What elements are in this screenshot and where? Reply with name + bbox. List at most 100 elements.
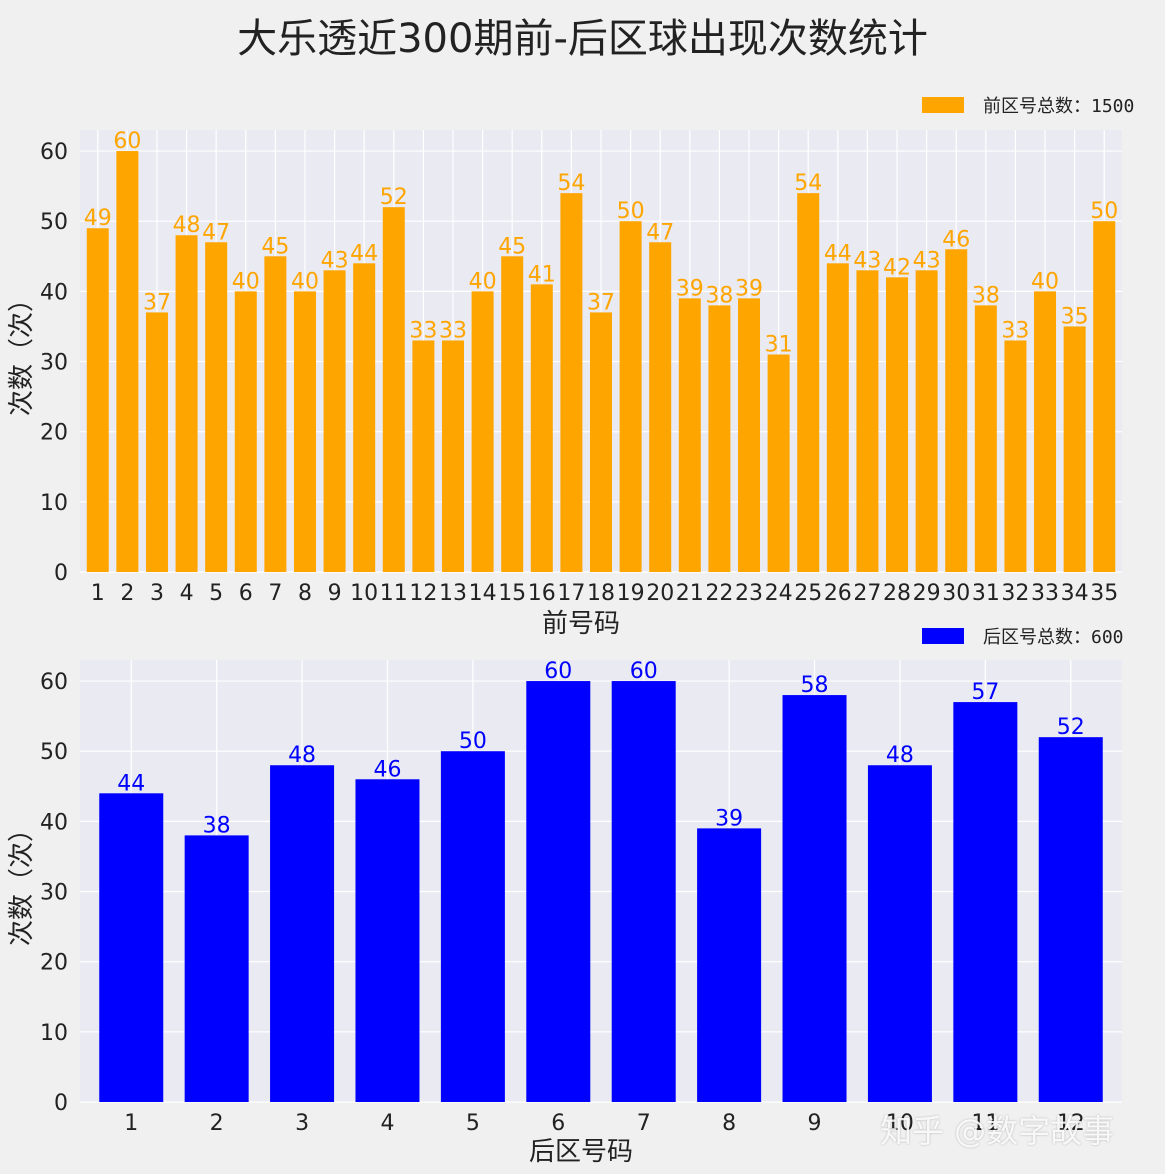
data-label: 39 [676, 276, 704, 301]
data-label: 44 [350, 241, 378, 266]
x-tick-label: 24 [765, 581, 793, 606]
data-label: 39 [735, 276, 763, 301]
bar [530, 284, 553, 572]
bar [323, 270, 346, 572]
x-tick-label: 34 [1061, 581, 1089, 606]
y-tick-label: 60 [40, 140, 68, 165]
legend-swatch [922, 97, 964, 113]
x-tick-label: 22 [705, 581, 733, 606]
data-label: 48 [173, 213, 201, 238]
legend-label: 前区号总数：1500 [983, 96, 1134, 117]
x-tick-label: 4 [380, 1111, 394, 1136]
bar [697, 828, 762, 1102]
data-label: 54 [794, 171, 822, 196]
y-tick-label: 50 [40, 210, 68, 235]
bar [1038, 737, 1103, 1102]
bar [953, 702, 1018, 1102]
x-tick-label: 26 [824, 581, 852, 606]
chart-title: 大乐透近300期前-后区球出现次数统计 [237, 16, 928, 62]
bar [590, 312, 612, 572]
data-label: 40 [469, 269, 497, 294]
bar [886, 277, 909, 572]
data-label: 38 [972, 283, 1000, 308]
bar [526, 681, 591, 1102]
bar [915, 270, 938, 572]
data-label: 43 [853, 248, 881, 273]
data-label: 38 [203, 813, 231, 838]
data-label: 37 [143, 290, 171, 315]
x-tick-label: 14 [469, 581, 497, 606]
x-tick-label: 29 [913, 581, 941, 606]
x-tick-label: 11 [971, 1111, 999, 1136]
y-tick-label: 20 [40, 421, 68, 446]
data-label: 50 [1090, 199, 1118, 224]
data-label: 45 [498, 234, 526, 259]
data-label: 57 [971, 680, 999, 705]
bar [264, 256, 287, 572]
y-tick-label: 10 [40, 1021, 68, 1046]
x-tick-label: 33 [1031, 581, 1059, 606]
y-tick-label: 30 [40, 881, 68, 906]
bar [440, 751, 505, 1102]
bar [649, 242, 672, 572]
x-tick-label: 8 [298, 581, 312, 606]
bar [116, 151, 139, 573]
x-tick-label: 5 [209, 581, 223, 606]
bar [782, 695, 847, 1102]
x-tick-label: 20 [646, 581, 674, 606]
bar [738, 298, 761, 572]
x-axis-label: 后区号码 [529, 1137, 633, 1167]
x-tick-label: 11 [380, 581, 408, 606]
bar [611, 681, 676, 1102]
bar [293, 291, 316, 572]
y-tick-label: 60 [40, 670, 68, 695]
x-tick-label: 12 [1057, 1111, 1085, 1136]
y-tick-label: 40 [40, 810, 68, 835]
x-tick-label: 27 [853, 581, 881, 606]
data-label: 40 [232, 269, 260, 294]
y-tick-label: 50 [40, 740, 68, 765]
bar [145, 312, 168, 572]
x-tick-label: 2 [120, 581, 134, 606]
data-label: 60 [544, 659, 572, 684]
data-label: 33 [1001, 318, 1029, 343]
data-label: 41 [528, 262, 556, 287]
x-tick-label: 15 [498, 581, 526, 606]
bar [1034, 291, 1057, 572]
bar [678, 298, 701, 572]
data-label: 52 [1057, 715, 1085, 740]
x-tick-label: 7 [637, 1111, 651, 1136]
x-tick-label: 6 [551, 1111, 565, 1136]
x-tick-label: 19 [617, 581, 645, 606]
data-label: 43 [321, 248, 349, 273]
data-label: 33 [409, 318, 437, 343]
x-tick-label: 10 [886, 1111, 914, 1136]
y-tick-label: 30 [40, 351, 68, 376]
bar [1093, 221, 1116, 572]
bar [974, 305, 997, 572]
bar [184, 835, 249, 1102]
data-label: 42 [883, 255, 911, 280]
data-label: 46 [942, 227, 970, 252]
bar [382, 207, 405, 572]
bar [826, 263, 849, 572]
data-label: 50 [617, 199, 645, 224]
x-tick-label: 30 [942, 581, 970, 606]
data-label: 45 [261, 234, 289, 259]
bar [619, 221, 642, 572]
bar [945, 249, 968, 572]
data-label: 52 [380, 185, 408, 210]
data-label: 38 [705, 283, 733, 308]
plot-area [80, 660, 1122, 1102]
bar [501, 256, 524, 572]
x-tick-label: 28 [883, 581, 911, 606]
bar [234, 291, 257, 572]
data-label: 49 [84, 206, 112, 231]
bar [856, 270, 879, 572]
bar [1004, 340, 1027, 572]
x-tick-label: 32 [1001, 581, 1029, 606]
x-axis-label: 前号码 [542, 609, 620, 639]
data-label: 40 [1031, 269, 1059, 294]
x-tick-label: 5 [466, 1111, 480, 1136]
